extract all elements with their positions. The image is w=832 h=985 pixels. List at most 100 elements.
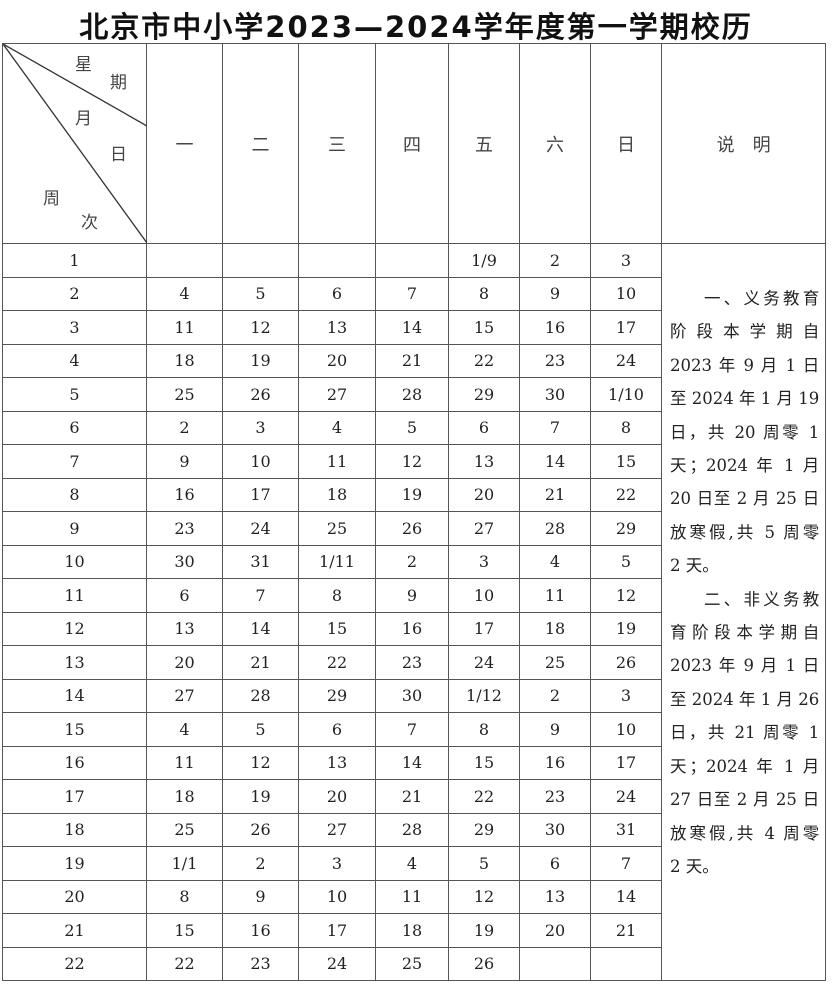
week-number: 11 bbox=[2, 578, 147, 613]
week-row: 15 4 5 6 7 8 9 10 bbox=[2, 712, 826, 747]
day-cell: 26 bbox=[222, 812, 299, 847]
day-cell: 20 bbox=[298, 343, 376, 378]
day-cell: 17 bbox=[222, 477, 299, 512]
notes-line: 天；2024 年 1 月 bbox=[670, 756, 820, 776]
day-cell: 16 bbox=[146, 477, 223, 512]
diagonal-header-cell: 星 期 月 日 周 次 bbox=[2, 43, 147, 244]
day-cell: 25 bbox=[375, 946, 449, 981]
day-cell bbox=[298, 243, 376, 278]
weekday-header: 四 bbox=[375, 43, 449, 244]
day-cell: 8 bbox=[146, 879, 223, 914]
week-number: 16 bbox=[2, 745, 147, 780]
day-cell: 14 bbox=[222, 611, 299, 646]
week-row: 14 27 28 29 30 1/12 2 3 bbox=[2, 678, 826, 713]
day-cell: 13 bbox=[146, 611, 223, 646]
day-cell: 15 bbox=[448, 310, 520, 345]
day-cell: 8 bbox=[298, 578, 376, 613]
day-cell: 4 bbox=[146, 276, 223, 311]
week-number: 12 bbox=[2, 611, 147, 646]
page-title: 北京市中小学2023—2024学年度第一学期校历 bbox=[79, 10, 753, 44]
day-cell: 1/11 bbox=[298, 544, 376, 579]
day-cell: 24 bbox=[222, 511, 299, 546]
day-cell: 5 bbox=[590, 544, 662, 579]
day-cell: 7 bbox=[590, 846, 662, 881]
day-cell: 17 bbox=[298, 913, 376, 948]
day-cell: 11 bbox=[146, 745, 223, 780]
day-cell: 12 bbox=[448, 879, 520, 914]
weekday-header: 日 bbox=[590, 43, 662, 244]
day-cell bbox=[375, 243, 449, 278]
label-zhou: 周 bbox=[43, 189, 60, 209]
day-cell: 26 bbox=[448, 946, 520, 981]
weekday-header: 六 bbox=[519, 43, 591, 244]
week-number: 21 bbox=[2, 913, 147, 948]
day-cell: 29 bbox=[590, 511, 662, 546]
week-number: 5 bbox=[2, 377, 147, 412]
day-cell: 12 bbox=[222, 310, 299, 345]
header-row: 星 期 月 日 周 次 一 二 三 四 五 六 日 说 明 bbox=[2, 43, 827, 244]
week-number: 1 bbox=[2, 243, 147, 278]
day-cell: 21 bbox=[590, 913, 662, 948]
week-row: 2 4 5 6 7 8 9 10 bbox=[2, 276, 826, 311]
day-cell: 14 bbox=[519, 444, 591, 479]
day-cell: 30 bbox=[146, 544, 223, 579]
label-xing: 星 bbox=[75, 55, 92, 75]
day-cell: 3 bbox=[298, 846, 376, 881]
day-cell: 4 bbox=[298, 410, 376, 445]
week-number: 10 bbox=[2, 544, 147, 579]
notes-line: 20 日至 2 月 25 日 bbox=[670, 489, 820, 509]
day-cell: 6 bbox=[298, 276, 376, 311]
day-cell: 16 bbox=[375, 611, 449, 646]
day-cell: 28 bbox=[375, 377, 449, 412]
day-cell bbox=[146, 243, 223, 278]
day-cell: 2 bbox=[146, 410, 223, 445]
label-qi: 期 bbox=[110, 73, 127, 93]
day-cell: 2 bbox=[519, 243, 591, 278]
week-number: 2 bbox=[2, 276, 147, 311]
day-cell: 10 bbox=[590, 276, 662, 311]
day-cell: 5 bbox=[375, 410, 449, 445]
day-cell: 22 bbox=[590, 477, 662, 512]
day-cell: 27 bbox=[298, 377, 376, 412]
week-number: 7 bbox=[2, 444, 147, 479]
label-ri: 日 bbox=[110, 145, 127, 165]
day-cell: 19 bbox=[222, 343, 299, 378]
week-number: 17 bbox=[2, 779, 147, 814]
week-row: 7 9 10 11 12 13 14 15 bbox=[2, 444, 826, 479]
notes-line: 2 天。 bbox=[670, 556, 719, 576]
week-number: 3 bbox=[2, 310, 147, 345]
notes-line: 27 日至 2 月 25 日 bbox=[670, 790, 820, 810]
week-row: 20 8 9 10 11 12 13 14 bbox=[2, 879, 826, 914]
notes-line: 放寒假,共 4 周零 bbox=[670, 823, 820, 843]
day-cell: 19 bbox=[590, 611, 662, 646]
day-cell: 10 bbox=[298, 879, 376, 914]
notes-line: 阶段本学期自 bbox=[670, 322, 820, 342]
week-row: 19 1/1 2 3 4 5 6 7 bbox=[2, 846, 826, 881]
day-cell: 21 bbox=[375, 343, 449, 378]
week-number: 18 bbox=[2, 812, 147, 847]
day-cell: 6 bbox=[519, 846, 591, 881]
day-cell: 14 bbox=[375, 310, 449, 345]
week-row: 1 1/9 2 3 一、义务教育 阶段本学期自 2023 年 9 月 1 日至 2024 年… bbox=[2, 243, 827, 981]
day-cell: 22 bbox=[448, 343, 520, 378]
day-cell: 7 bbox=[375, 712, 449, 747]
day-cell: 14 bbox=[590, 879, 662, 914]
week-number: 13 bbox=[2, 645, 147, 680]
notes-line: 2023 年 9 月 1 日 bbox=[670, 656, 820, 676]
day-cell: 10 bbox=[222, 444, 299, 479]
day-cell: 28 bbox=[222, 678, 299, 713]
day-cell: 12 bbox=[222, 745, 299, 780]
day-cell: 15 bbox=[298, 611, 376, 646]
day-cell: 24 bbox=[298, 946, 376, 981]
week-row: 12 13 14 15 16 17 18 19 bbox=[2, 611, 826, 646]
week-number: 22 bbox=[2, 946, 147, 981]
day-cell: 4 bbox=[146, 712, 223, 747]
notes-line: 日，共 20 周零 1 bbox=[670, 422, 820, 442]
day-cell: 4 bbox=[375, 846, 449, 881]
day-cell: 22 bbox=[448, 779, 520, 814]
day-cell: 29 bbox=[298, 678, 376, 713]
day-cell: 10 bbox=[590, 712, 662, 747]
day-cell: 2 bbox=[222, 846, 299, 881]
day-cell: 1/1 bbox=[146, 846, 223, 881]
day-cell: 13 bbox=[298, 310, 376, 345]
